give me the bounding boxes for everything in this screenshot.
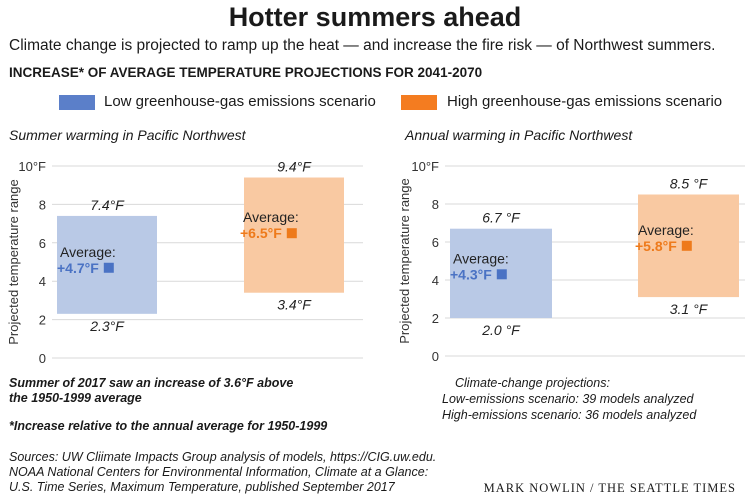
annual-warming-chart: 0 2 4 6 8 10°F Projected temperature range 6.7 … <box>397 159 745 364</box>
average-label: Average: <box>60 244 116 260</box>
average-marker-low <box>496 269 507 280</box>
y-tick-label: 6 <box>39 236 46 251</box>
sources-line3: U.S. Time Series, Maximum Temperature, p… <box>9 480 395 494</box>
range-high-label: 6.7 °F <box>482 210 521 226</box>
average-value: +4.3°F <box>450 266 492 282</box>
y-tick-label: 0 <box>432 349 439 364</box>
average-value: +4.7°F <box>57 260 99 276</box>
y-tick-label: 2 <box>39 313 46 328</box>
summer-2017-note-line1: Summer of 2017 saw an increase of 3.6°F … <box>9 376 294 390</box>
legend-swatch-high <box>401 95 437 110</box>
y-tick-label: 0 <box>39 351 46 366</box>
chart-title-summer: Summer warming in Pacific Northwest <box>9 127 246 143</box>
average-label: Average: <box>638 222 694 238</box>
average-label: Average: <box>243 209 299 225</box>
projections-high: High-emissions scenario: 36 models analy… <box>442 408 697 422</box>
range-low-label: 3.1 °F <box>670 301 709 317</box>
average-marker-high <box>286 228 297 239</box>
y-tick-label: 8 <box>39 197 46 212</box>
y-tick-label: 4 <box>432 273 439 288</box>
summer-warming-chart: 0 2 4 6 8 10°F Projected temperature range 7.4°… <box>6 159 363 366</box>
page-title: Hotter summers ahead <box>228 2 522 32</box>
range-high-label: 7.4°F <box>90 197 125 213</box>
legend-swatch-low <box>59 95 95 110</box>
summer-2017-note-line2: the 1950-1999 average <box>9 391 142 405</box>
y-tick-label: 10°F <box>411 159 439 174</box>
projections-low: Low-emissions scenario: 39 models analyz… <box>442 392 694 406</box>
average-marker-low <box>103 262 114 273</box>
range-low-label: 2.0 °F <box>481 322 521 338</box>
y-axis-label: Projected temperature range <box>6 179 21 344</box>
legend-label-low: Low greenhouse-gas emissions scenario <box>104 93 376 110</box>
page-subtitle: Climate change is projected to ramp up t… <box>9 37 716 54</box>
range-high-label: 8.5 °F <box>670 176 709 192</box>
y-tick-label: 8 <box>432 197 439 212</box>
y-tick-label: 10°F <box>18 159 46 174</box>
range-low-label: 3.4°F <box>277 297 312 313</box>
range-low-label: 2.3°F <box>89 318 125 334</box>
average-label: Average: <box>453 250 509 266</box>
projections-heading: Climate-change projections: <box>455 376 610 390</box>
chart-title-annual: Annual warming in Pacific Northwest <box>405 127 633 143</box>
average-marker-high <box>681 240 692 251</box>
range-high-label: 9.4°F <box>277 159 312 175</box>
average-value: +6.5°F <box>240 225 282 241</box>
y-axis-label: Projected temperature range <box>397 178 412 343</box>
y-tick-label: 4 <box>39 274 46 289</box>
section-heading: INCREASE* OF AVERAGE TEMPERATURE PROJECT… <box>9 65 483 80</box>
sources-line1: Sources: UW Cliimate Impacts Group analy… <box>9 450 437 464</box>
y-tick-label: 2 <box>432 311 439 326</box>
sources-line2: NOAA National Centers for Environmental … <box>9 465 429 479</box>
asterisk-note: *Increase relative to the annual average… <box>9 419 328 433</box>
average-value: +5.8°F <box>635 238 677 254</box>
legend-label-high: High greenhouse-gas emissions scenario <box>447 93 723 110</box>
credit-line: MARK NOWLIN / THE SEATTLE TIMES <box>483 481 736 495</box>
y-tick-label: 6 <box>432 235 439 250</box>
